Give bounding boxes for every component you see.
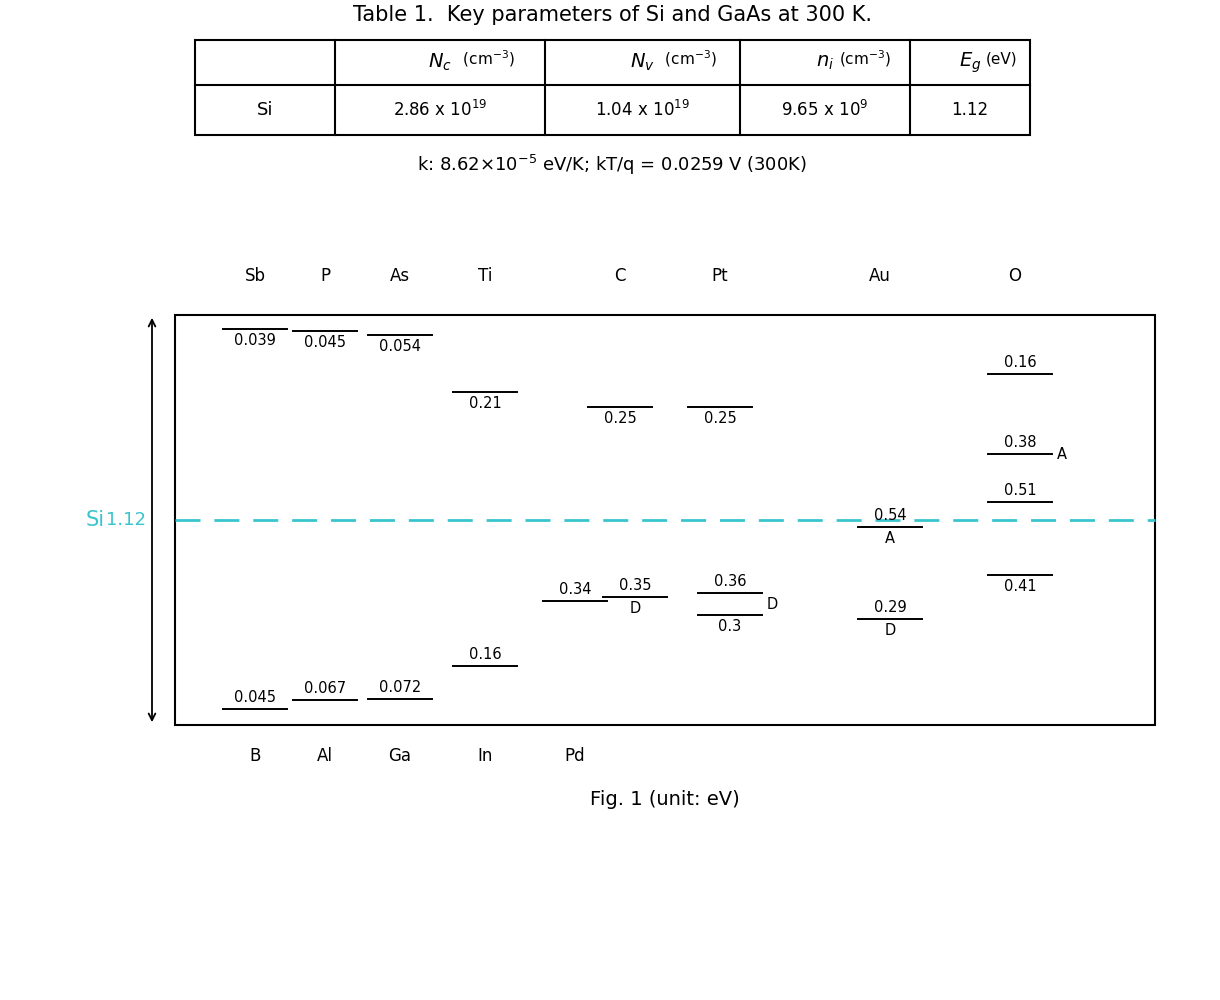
Text: 0.51: 0.51 bbox=[1004, 483, 1036, 498]
Text: 1.04 x 10$^{19}$: 1.04 x 10$^{19}$ bbox=[595, 100, 689, 120]
Text: 2.86 x 10$^{19}$: 2.86 x 10$^{19}$ bbox=[393, 100, 487, 120]
Text: $n_i$: $n_i$ bbox=[816, 53, 834, 72]
Text: P: P bbox=[320, 267, 331, 285]
Text: (cm$^{-3}$): (cm$^{-3}$) bbox=[458, 48, 515, 69]
Text: A: A bbox=[884, 531, 895, 546]
Text: $N_c$: $N_c$ bbox=[428, 52, 451, 73]
Text: (cm$^{-3}$): (cm$^{-3}$) bbox=[660, 48, 717, 69]
Text: 0.41: 0.41 bbox=[1004, 579, 1036, 594]
Text: Table 1.  Key parameters of Si and GaAs at 300 K.: Table 1. Key parameters of Si and GaAs a… bbox=[353, 5, 872, 25]
Text: 0.25: 0.25 bbox=[704, 411, 737, 426]
Text: k: 8.62×10$^{-5}$ eV/K; kT/q = 0.0259 V (300K): k: 8.62×10$^{-5}$ eV/K; kT/q = 0.0259 V … bbox=[417, 153, 808, 177]
Text: In: In bbox=[477, 747, 493, 765]
Text: (eV): (eV) bbox=[986, 51, 1017, 66]
Text: Pd: Pd bbox=[565, 747, 586, 765]
Text: 0.38: 0.38 bbox=[1004, 435, 1036, 450]
Text: D: D bbox=[767, 597, 778, 612]
Text: Al: Al bbox=[317, 747, 333, 765]
Text: 0.36: 0.36 bbox=[714, 574, 747, 589]
Text: B: B bbox=[249, 747, 261, 765]
Text: 0.045: 0.045 bbox=[234, 690, 276, 705]
Text: 0.045: 0.045 bbox=[304, 335, 346, 350]
Text: 0.039: 0.039 bbox=[234, 333, 276, 348]
Text: Si: Si bbox=[85, 510, 105, 530]
Bar bbox=[174, 315, 1155, 725]
Text: (cm$^{-3}$): (cm$^{-3}$) bbox=[839, 48, 891, 69]
Text: D: D bbox=[630, 601, 640, 616]
Text: 0.54: 0.54 bbox=[874, 508, 906, 523]
Text: 9.65 x 10$^9$: 9.65 x 10$^9$ bbox=[781, 100, 869, 120]
Text: Ga: Ga bbox=[388, 747, 411, 765]
Text: 0.29: 0.29 bbox=[874, 600, 906, 615]
Text: $N_v$: $N_v$ bbox=[630, 52, 655, 73]
Bar bbox=[195, 40, 1030, 135]
Text: Fig. 1 (unit: eV): Fig. 1 (unit: eV) bbox=[590, 790, 739, 809]
Text: 0.25: 0.25 bbox=[604, 411, 637, 426]
Text: Au: Au bbox=[869, 267, 891, 285]
Text: 0.34: 0.34 bbox=[559, 582, 592, 597]
Text: 0.16: 0.16 bbox=[1004, 355, 1036, 370]
Text: Sb: Sb bbox=[244, 267, 266, 285]
Text: D: D bbox=[884, 623, 895, 638]
Text: 0.054: 0.054 bbox=[379, 339, 421, 354]
Text: C: C bbox=[614, 267, 626, 285]
Text: 0.35: 0.35 bbox=[619, 578, 651, 593]
Text: 0.072: 0.072 bbox=[379, 680, 421, 695]
Text: Ti: Ti bbox=[478, 267, 492, 285]
Text: A: A bbox=[1057, 447, 1068, 462]
Text: Si: Si bbox=[256, 101, 273, 119]
Text: 1.12: 1.12 bbox=[106, 511, 146, 529]
Text: 0.3: 0.3 bbox=[719, 619, 742, 634]
Text: $E_g$: $E_g$ bbox=[959, 50, 981, 75]
Text: O: O bbox=[1009, 267, 1021, 285]
Text: 1.12: 1.12 bbox=[952, 101, 988, 119]
Text: 0.067: 0.067 bbox=[304, 681, 346, 696]
Text: Pt: Pt bbox=[711, 267, 728, 285]
Text: 0.21: 0.21 bbox=[468, 396, 501, 411]
Text: 0.16: 0.16 bbox=[468, 647, 501, 662]
Text: As: As bbox=[390, 267, 410, 285]
